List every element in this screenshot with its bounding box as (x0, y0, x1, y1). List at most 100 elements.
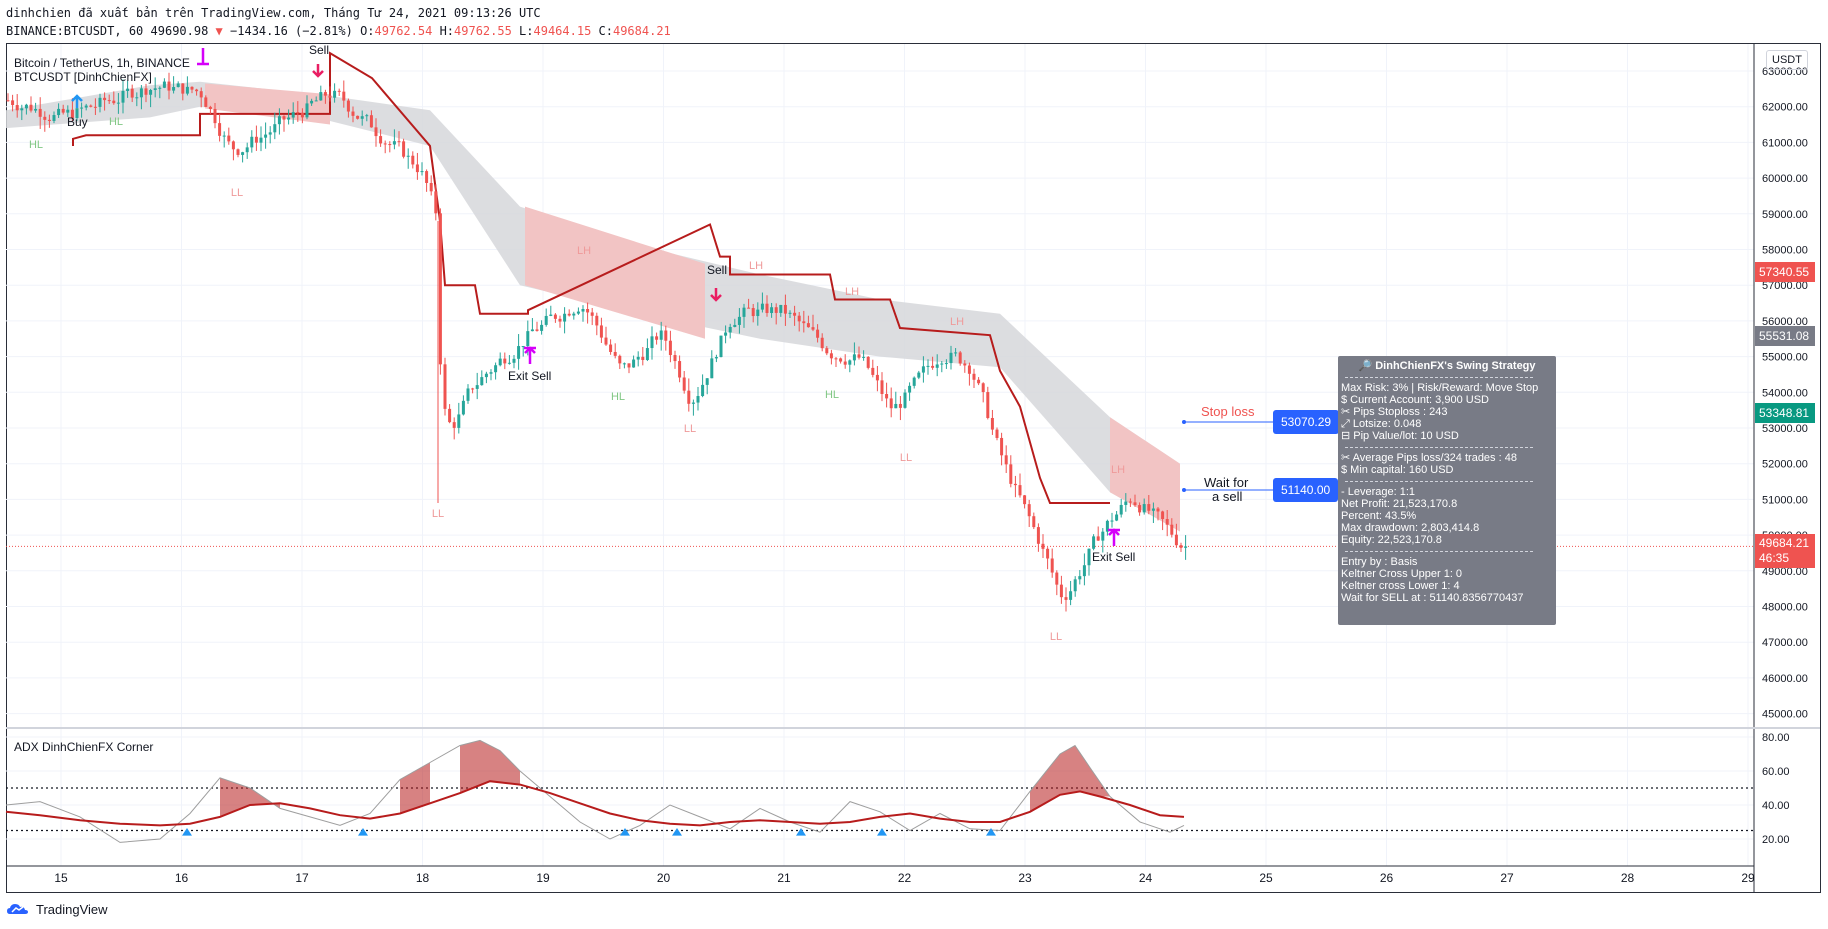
candle-body (1009, 464, 1013, 484)
currency-badge[interactable]: USDT (1766, 50, 1808, 70)
triangle-up-icon (796, 827, 806, 836)
candle-body (374, 127, 378, 137)
adx-panel (5, 739, 1754, 843)
price-tick-label: 57000.00 (1762, 280, 1808, 292)
candle-body (356, 115, 360, 119)
price-tick-label: 48000.00 (1762, 602, 1808, 614)
candle-body (135, 97, 139, 99)
candle-body (461, 400, 465, 415)
candle-body (402, 141, 406, 157)
candle-body (517, 346, 521, 359)
candle-body (530, 329, 534, 332)
sell-label-2: Sell (707, 263, 727, 277)
candle-body (406, 155, 410, 157)
info-line: Max Risk: 3% | Risk/Reward: Move Stop (1341, 382, 1539, 394)
candle-body (673, 355, 677, 362)
lh-label: LH (845, 286, 859, 298)
candle-body (305, 103, 309, 118)
keltner-band-pink (525, 206, 705, 339)
price-tick-label: 58000.00 (1762, 245, 1808, 257)
chart-frame[interactable] (6, 43, 1821, 893)
candle-body (1124, 501, 1128, 505)
candle-body (751, 308, 755, 317)
candle-body (360, 116, 364, 119)
legend-indicator[interactable]: BTCUSDT [DinhChienFX] (14, 70, 152, 84)
triangle-up-icon (986, 827, 996, 836)
tradingview-logo[interactable]: TradingView (6, 901, 108, 917)
candle-body (480, 377, 484, 386)
candle-body (415, 164, 419, 173)
info-line: Entry by : Basis (1341, 556, 1418, 568)
candle-body (259, 137, 263, 143)
candle-body (70, 109, 74, 118)
candle-body (342, 91, 346, 101)
candle-body (1041, 543, 1045, 549)
candle-body (181, 83, 185, 94)
candle-body (1092, 536, 1096, 549)
candle-body (931, 365, 935, 368)
adx-legend[interactable]: ADX DinhChienFX Corner (14, 740, 154, 754)
candle-body (714, 357, 718, 359)
exit-arrow-icon (1108, 528, 1120, 546)
adx-tick-label: 40.00 (1762, 800, 1790, 812)
candle-body (43, 116, 47, 120)
time-tick-label: 20 (657, 871, 671, 885)
candle-body (1059, 584, 1063, 598)
candle-body (687, 390, 691, 404)
candle-body (75, 108, 79, 118)
candle-body (788, 312, 792, 314)
price-tick-label: 49000.00 (1762, 566, 1808, 578)
change-value: −1434.16 (−2.81%) (230, 24, 353, 38)
candle-body (149, 90, 153, 95)
candle-body (622, 363, 626, 365)
candle-body (834, 358, 838, 360)
candle-body (236, 149, 240, 155)
candle-body (337, 90, 341, 92)
info-line: $ Min capital: 160 USD (1341, 464, 1454, 476)
hl-label: HL (611, 391, 625, 403)
stop-loss-price-tag[interactable]: 53070.29 (1273, 410, 1340, 434)
candle-body (1133, 502, 1137, 506)
keltner-band-pink (1110, 417, 1180, 532)
candle-body (880, 380, 884, 394)
info-line: - Leverage: 1:1 (1341, 486, 1415, 498)
candle-body (1069, 591, 1073, 600)
candle-body (250, 136, 254, 148)
candle-body (613, 351, 617, 356)
candle-body (839, 358, 843, 362)
candle-body (314, 100, 318, 102)
candle-body (816, 329, 820, 338)
candle-body (958, 352, 962, 364)
di-line (5, 739, 1185, 843)
candle-body (862, 356, 866, 358)
price-tick-label: 59000.00 (1762, 209, 1808, 221)
wait-price-tag[interactable]: 51140.00 (1273, 478, 1339, 502)
last-value: 49690.98 (150, 24, 209, 38)
candle-body (126, 88, 130, 91)
candle-body (291, 112, 295, 118)
main-legend[interactable]: Bitcoin / TetherUS, 1h, BINANCE BTCUSDT … (14, 56, 190, 84)
candle-body (981, 383, 985, 393)
candle-body (558, 318, 562, 322)
candle-body (66, 109, 70, 113)
legend-symbol[interactable]: Bitcoin / TetherUS, 1h, BINANCE (14, 56, 190, 70)
info-line: ⤢ Lotsize: 0.048 (1341, 418, 1422, 430)
candle-body (29, 104, 33, 111)
candle-body (222, 135, 226, 137)
info-line: ✂ Average Pips loss/324 trades : 48 (1341, 452, 1517, 464)
candle-body (797, 315, 801, 322)
info-line: ⊟ Pip Value/lot: 10 USD (1341, 430, 1459, 442)
close-label: C: (598, 24, 613, 38)
time-tick-label: 25 (1259, 871, 1273, 885)
sell-label-1: Sell (309, 43, 329, 57)
triangle-up-icon (877, 827, 887, 836)
candle-body (1161, 511, 1165, 520)
time-tick-label: 28 (1621, 871, 1635, 885)
price-tick-label: 62000.00 (1762, 102, 1808, 114)
high-label: H: (439, 24, 455, 38)
candle-body (1156, 508, 1160, 512)
candle-body (310, 100, 314, 104)
candle-body (760, 303, 764, 310)
candle-body (38, 108, 42, 117)
